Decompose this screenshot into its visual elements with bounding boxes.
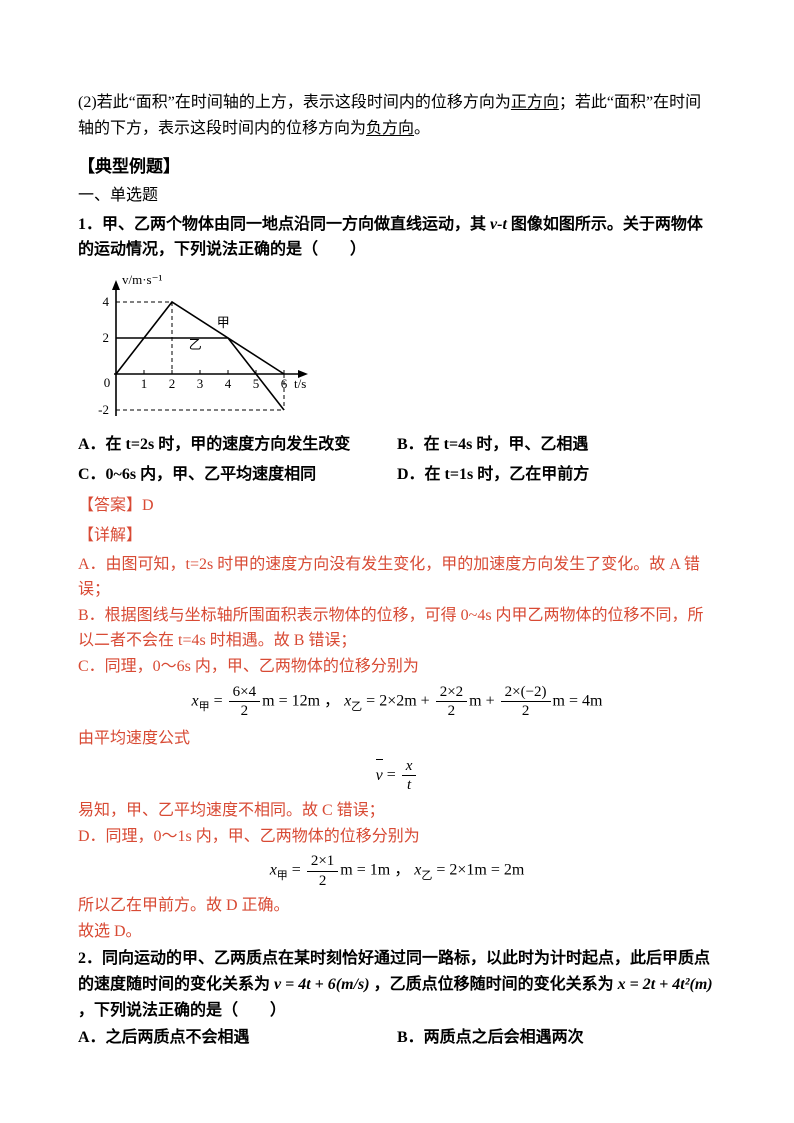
- q2-stem: 2．同向运动的甲、乙两质点在某时刻恰好通过同一路标，以此时为计时起点，此后甲质点…: [78, 946, 716, 1023]
- q1-explD-head: D．同理，0～1s 内，甲、乙两物体的位移分别为: [78, 824, 716, 850]
- detail-label: 【详解】: [78, 521, 716, 551]
- underline-positive: 正方向: [511, 94, 559, 111]
- q2-optB: B．两质点之后会相遇两次: [397, 1023, 716, 1053]
- q1-options: A．在 t=2s 时，甲的速度方向发生改变 B．在 t=4s 时，甲、乙相遇 C…: [78, 430, 716, 491]
- svg-text:v/m·s⁻¹: v/m·s⁻¹: [122, 272, 162, 287]
- intro-end: 。: [414, 120, 430, 137]
- q1-explC-head: C．同理，0～6s 内，甲、乙两物体的位移分别为: [78, 654, 716, 680]
- q1-explB: B．根据图线与坐标轴所围面积表示物体的位移，可得 0~4s 内甲乙两物体的位移不…: [78, 603, 716, 654]
- q1-optA: A．在 t=2s 时，甲的速度方向发生改变: [78, 430, 397, 460]
- eqD-x2sub: 乙: [421, 870, 432, 882]
- eqC-m: m +: [469, 692, 498, 709]
- q1-optC: C．0~6s 内，甲、乙平均速度相同: [78, 460, 397, 490]
- answer-value: D: [142, 497, 154, 514]
- eqD-x1sub: 甲: [277, 870, 288, 882]
- intro-prefix: (2)若此“面积”在时间轴的上方，表示这段时间内的位移方向为: [78, 94, 511, 111]
- svg-text:0: 0: [104, 375, 111, 390]
- eqC-x2sub: 乙: [351, 700, 362, 712]
- q1-explD-tail: 所以乙在甲前方。故 D 正确。: [78, 893, 716, 919]
- eqC-f1-den: 2: [229, 702, 260, 720]
- svg-text:2: 2: [103, 330, 110, 345]
- eqC-x1: x: [192, 692, 199, 709]
- q1-pick: 故选 D。: [78, 919, 716, 945]
- svg-text:甲: 甲: [217, 315, 230, 330]
- q1-stem: 1．甲、乙两个物体由同一地点沿同一方向做直线运动，其 v-t 图像如图所示。关于…: [78, 212, 716, 263]
- q1-chart: 1234560-224v/m·s⁻¹t/s甲乙: [82, 269, 716, 424]
- q1-optD: D．在 t=1s 时，乙在甲前方: [397, 460, 716, 490]
- q1-stem-prefix: 1．甲、乙两个物体由同一地点沿同一方向做直线运动，其: [78, 216, 490, 233]
- answer-label: 【答案】: [78, 497, 142, 514]
- q1-eqD: x甲 = 2×12m = 1m ， x乙 = 2×1m = 2m: [78, 853, 716, 889]
- eqD-f1-num: 2×1: [307, 853, 338, 872]
- vbar-den: t: [402, 776, 417, 794]
- eqC-f3-den: 2: [501, 702, 551, 720]
- svg-text:-2: -2: [98, 402, 109, 417]
- svg-text:乙: 乙: [189, 337, 202, 352]
- eqC-mid1: m = 12m ，: [262, 692, 340, 709]
- q2-stem-suffix: ，下列说法正确的是（ ）: [78, 1002, 286, 1019]
- q1-explA: A．由图可知，t=2s 时甲的速度方向没有发生变化，甲的加速度方向发生了变化。故…: [78, 552, 716, 603]
- eqC-end: m = 4m: [553, 692, 603, 709]
- q2-eq2: x = 2t + 4t²(m): [618, 976, 713, 993]
- avg-label: 由平均速度公式: [78, 724, 716, 754]
- svg-text:2: 2: [169, 376, 176, 391]
- svg-text:4: 4: [103, 294, 110, 309]
- q2-options: A．之后两质点不会相遇 B．两质点之后会相遇两次: [78, 1023, 716, 1053]
- q1-answer: 【答案】D: [78, 491, 716, 521]
- svg-text:5: 5: [253, 376, 260, 391]
- q2-eq1: v = 4t + 6(m/s): [274, 976, 370, 993]
- svg-text:4: 4: [225, 376, 232, 391]
- svg-text:t/s: t/s: [294, 376, 306, 391]
- q1-explC-tail: 易知，甲、乙平均速度不相同。故 C 错误；: [78, 798, 716, 824]
- eqC-f3-num: 2×(−2): [501, 684, 551, 703]
- q2-stem-mid: ，乙质点位移随时间的变化关系为: [370, 976, 618, 993]
- section-title: 【典型例题】: [78, 151, 716, 183]
- svg-text:1: 1: [141, 376, 148, 391]
- q1-eq-vbar: v = xt: [78, 758, 716, 794]
- svg-text:3: 3: [197, 376, 204, 391]
- eqC-t1: = 2×2m +: [362, 692, 434, 709]
- eqD-x1: x: [270, 862, 277, 879]
- part-label: 一、单选题: [78, 181, 716, 211]
- eqD-t2: = 2×1m = 2m: [432, 862, 524, 879]
- eqC-x1sub: 甲: [199, 700, 210, 712]
- q1-optB: B．在 t=4s 时，甲、乙相遇: [397, 430, 716, 460]
- q2-optA: A．之后两质点不会相遇: [78, 1023, 397, 1053]
- eqC-f2-num: 2×2: [436, 684, 467, 703]
- underline-negative: 负方向: [366, 120, 414, 137]
- q1-eqC: x甲 = 6×42m = 12m ， x乙 = 2×2m + 2×22m + 2…: [78, 684, 716, 720]
- intro-paragraph: (2)若此“面积”在时间轴的上方，表示这段时间内的位移方向为正方向；若此“面积”…: [78, 90, 716, 141]
- eqC-f1-num: 6×4: [229, 684, 260, 703]
- eqC-f2-den: 2: [436, 702, 467, 720]
- eqD-f1-den: 2: [307, 872, 338, 890]
- q1-stem-italic: v-t: [490, 216, 507, 233]
- vbar-num: x: [402, 758, 417, 777]
- eqD-mid: m = 1m ，: [340, 862, 410, 879]
